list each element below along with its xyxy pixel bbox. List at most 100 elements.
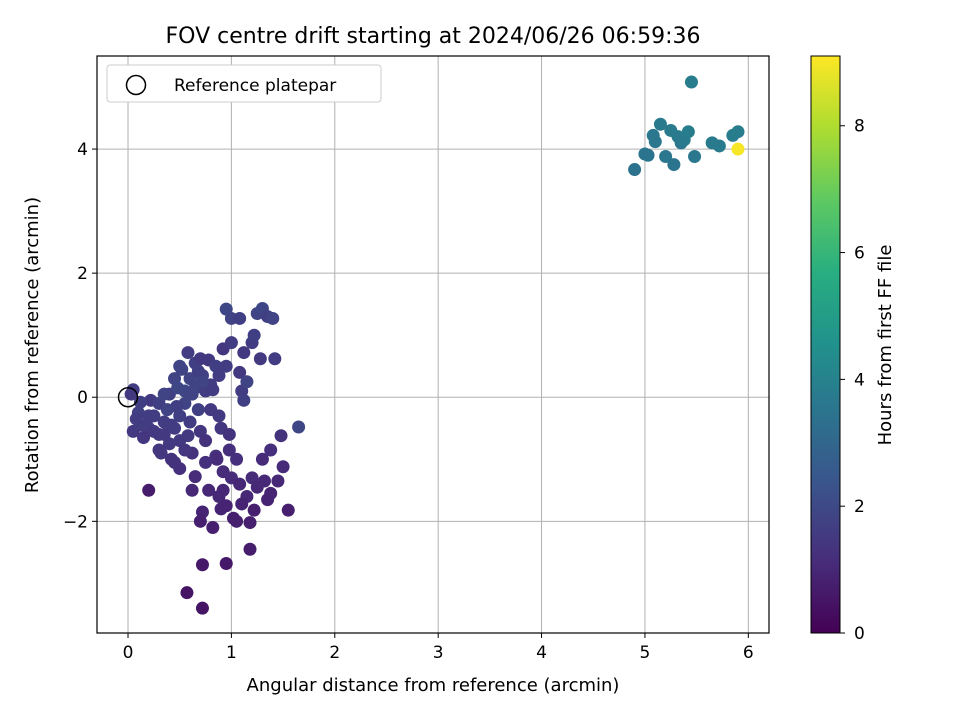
data-point xyxy=(222,427,236,441)
data-point xyxy=(731,125,745,139)
data-point xyxy=(178,443,192,457)
data-point xyxy=(255,452,269,466)
data-point xyxy=(235,497,249,511)
data-point xyxy=(712,139,726,153)
data-point xyxy=(688,150,702,164)
data-point xyxy=(188,470,202,484)
colorbar-tick-label: 0 xyxy=(854,624,865,644)
x-tick-label: 1 xyxy=(226,643,237,663)
data-point xyxy=(129,412,143,426)
colorbar-tick-label: 6 xyxy=(854,244,865,264)
colorbar-label: Hours from first FF file xyxy=(875,245,896,446)
data-point xyxy=(222,443,236,457)
x-tick-label: 0 xyxy=(123,643,134,663)
colorbar-tick-label: 8 xyxy=(854,117,865,137)
legend-label-reference: Reference platepar xyxy=(174,76,336,96)
data-point xyxy=(199,455,213,469)
data-point xyxy=(247,328,261,342)
chart-title: FOV centre drift starting at 2024/06/26 … xyxy=(166,24,701,49)
data-point xyxy=(219,359,233,373)
colorbar: 0 2 4 6 8 Hours from first FF file xyxy=(810,55,896,644)
data-point xyxy=(667,158,681,172)
data-point xyxy=(216,483,230,497)
data-point xyxy=(195,601,209,615)
x-axis: 0 1 2 3 4 5 6 xyxy=(123,633,754,663)
data-point xyxy=(237,346,251,360)
colorbar-tick-label: 2 xyxy=(854,497,865,517)
data-point xyxy=(164,418,178,432)
data-point xyxy=(684,75,698,89)
data-point xyxy=(181,429,195,443)
data-point xyxy=(264,443,278,457)
x-tick-label: 6 xyxy=(743,643,754,663)
data-point xyxy=(193,514,207,528)
scatter-points xyxy=(117,75,745,615)
y-tick-label: 2 xyxy=(77,264,88,284)
y-tick-label: −2 xyxy=(63,512,88,532)
data-point xyxy=(276,460,290,474)
data-point xyxy=(191,364,205,378)
data-point xyxy=(206,383,220,397)
data-point xyxy=(210,452,224,466)
data-point xyxy=(152,443,166,457)
x-tick-label: 3 xyxy=(433,643,444,663)
data-point xyxy=(268,352,282,366)
data-point xyxy=(230,514,244,528)
data-point xyxy=(212,369,226,383)
y-axis-label: Rotation from reference (arcmin) xyxy=(22,197,43,493)
data-point xyxy=(264,486,278,500)
data-point xyxy=(243,516,257,530)
colorbar-gradient xyxy=(810,55,841,634)
data-point xyxy=(681,125,695,139)
data-point xyxy=(648,135,662,149)
data-point xyxy=(641,148,655,162)
data-point xyxy=(180,586,194,600)
data-point xyxy=(185,387,199,401)
data-point xyxy=(247,503,261,517)
x-tick-label: 5 xyxy=(640,643,651,663)
data-point xyxy=(191,403,205,417)
data-point xyxy=(195,558,209,572)
data-point xyxy=(185,483,199,497)
y-tick-label: 4 xyxy=(77,140,88,160)
data-point xyxy=(243,542,257,556)
data-point xyxy=(281,503,295,517)
data-point xyxy=(659,150,673,164)
data-point xyxy=(266,311,280,325)
legend-marker-reference xyxy=(125,74,147,96)
data-point xyxy=(233,365,247,379)
data-point xyxy=(233,311,247,325)
data-point xyxy=(195,375,209,389)
y-tick-label: 0 xyxy=(77,388,88,408)
data-point xyxy=(206,521,220,535)
data-point xyxy=(214,502,228,516)
data-point xyxy=(147,424,161,438)
data-point xyxy=(142,409,156,423)
data-point xyxy=(173,359,187,373)
data-point xyxy=(202,483,216,497)
legend-box xyxy=(106,64,382,103)
data-point xyxy=(142,483,156,497)
data-point xyxy=(233,477,247,491)
data-point xyxy=(274,429,288,443)
data-point xyxy=(212,409,226,423)
data-point xyxy=(292,420,306,434)
data-point xyxy=(628,163,642,177)
legend: Reference platepar xyxy=(106,64,382,103)
data-point xyxy=(224,336,238,350)
grid xyxy=(97,56,769,633)
x-tick-label: 2 xyxy=(329,643,340,663)
data-point xyxy=(253,352,267,366)
data-point xyxy=(157,387,171,401)
data-point xyxy=(181,346,195,360)
data-point xyxy=(240,375,254,389)
data-point xyxy=(237,393,251,407)
x-axis-label: Angular distance from reference (arcmin) xyxy=(247,675,620,696)
data-point xyxy=(653,117,667,131)
data-point xyxy=(271,474,285,488)
data-point xyxy=(731,142,745,156)
data-point xyxy=(230,452,244,466)
data-point xyxy=(183,415,197,429)
data-point xyxy=(168,455,182,469)
